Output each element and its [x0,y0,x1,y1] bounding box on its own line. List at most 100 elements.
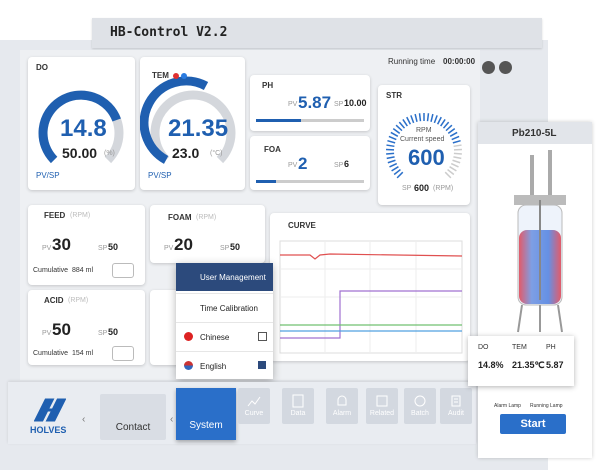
dial-tick [452,139,461,144]
flag-us [184,361,193,370]
menu-item[interactable]: Chinese [176,322,273,351]
nav-prev[interactable]: ‹ [82,414,86,425]
red-line [280,253,463,260]
summary-label: DO [478,344,489,351]
menu-item[interactable]: English [176,351,273,380]
foam-pv: 20 [174,235,193,254]
nav-contact[interactable]: Contact [100,394,166,440]
str-unit: (RPM) [433,185,454,192]
summary-value: 5.87 [546,360,564,370]
nav-label: Batch [411,410,429,417]
dial-tick [452,159,461,164]
acid-sp: 50 [108,327,119,337]
dial-tick [390,131,399,137]
dial-tick [447,128,456,134]
curve-label: CURVE [288,221,316,230]
checkbox[interactable] [258,332,267,341]
dial-tick [395,124,403,132]
do-card: DO 14.8 50.00 (%) PV/SP [28,57,135,190]
nav-label: Data [290,410,306,417]
nav-system[interactable]: System [176,388,236,440]
feed-card: FEED (RPM) PV 30 SP 50 Cumulative 884 ml [28,205,145,285]
foa-pv: 2 [298,154,308,173]
curve-card: CURVE [270,213,470,361]
reactor-image [514,150,566,333]
dial-tick [386,152,395,155]
foam-pv-label: PV [164,245,174,252]
foa-slider-fill [256,180,276,183]
ph-slider-fill [256,119,301,122]
reset-button[interactable] [112,263,134,278]
purple-line [280,290,462,339]
nav-label: Alarm [332,410,352,417]
foam-unit: (RPM) [196,214,217,221]
tem-label: TEM [152,71,169,80]
dial-tick [418,113,422,122]
nav-alarm[interactable]: Alarm [326,388,358,424]
dial-tick [393,168,401,176]
curve-plot [279,240,463,354]
dial-tick [426,113,430,122]
acid-cumulative-label: Cumulative [33,350,69,357]
dial-tick [392,128,401,134]
tem-sp: 23.0 [172,145,200,161]
nav-batch[interactable]: Batch [404,388,436,424]
feed-cumulative-label: Cumulative [33,267,69,274]
power-button[interactable] [499,61,512,74]
menu-label: English [200,362,227,371]
nav-audit[interactable]: Audit [440,388,472,424]
dial-tick [445,124,453,132]
nav-curve[interactable]: Curve [238,388,270,424]
running-lamp: Running Lamp [530,403,563,409]
user-button[interactable] [482,61,495,74]
nav-label: Curve [244,410,264,417]
blue-dot [181,73,187,79]
acid-unit: (RPM) [68,297,89,304]
feed-unit: (RPM) [70,212,91,219]
feed-label: FEED [44,211,66,220]
dial-tick [386,156,395,160]
str-label: STR [386,91,402,100]
brand-logo [34,398,66,422]
foa-card: FOA PV 2 SP 6 [250,136,370,190]
str-current-speed: Current speed [400,136,445,143]
menu-item[interactable]: User Management [176,263,273,291]
dial-tick [389,162,398,168]
alarm-lamp: Alarm Lamp [494,403,521,409]
start-button[interactable]: Start [500,414,566,434]
feed-sp: 50 [108,242,119,252]
tem-pv: 21.35 [168,115,229,142]
str-pv: 600 [408,145,445,170]
dial-tick [451,135,460,141]
tem-unit: (°C) [210,150,223,157]
ph-pv: 5.87 [298,93,332,112]
ph-sp: 10.00 [344,98,367,108]
dial-tick [402,118,408,127]
dial-tick [433,115,438,124]
nav-related[interactable]: Related [366,388,398,424]
summary-label: TEM [512,344,527,351]
foa-sp-label: SP [334,162,344,169]
start-label: Start [520,418,546,430]
checkbox-checked[interactable] [258,361,266,369]
ph-slider [256,119,364,122]
feed-sp-label: SP [98,245,108,252]
dial-tick [406,116,412,125]
nav-prev[interactable]: ‹ [170,414,174,425]
summary-value: 14.8% [478,360,504,370]
dial-tick [453,152,462,155]
menu-label: User Management [200,273,266,282]
flag-cn [184,332,193,341]
menu-item[interactable]: Time Calibration [176,293,273,322]
do-pv: 14.8 [60,115,107,142]
dial-tick [387,159,396,164]
summary-list: DO 14.8% TEM 21.35℃ PH 5.87 [468,336,574,386]
dial-tick [453,144,462,148]
foam-label: FOAM [168,213,192,222]
gauge-fill [140,76,209,164]
reset-button[interactable] [112,346,134,361]
nav-data[interactable]: Data [282,388,314,424]
acid-card: ACID (RPM) PV 50 SP 50 Cumulative 154 ml [28,290,145,365]
